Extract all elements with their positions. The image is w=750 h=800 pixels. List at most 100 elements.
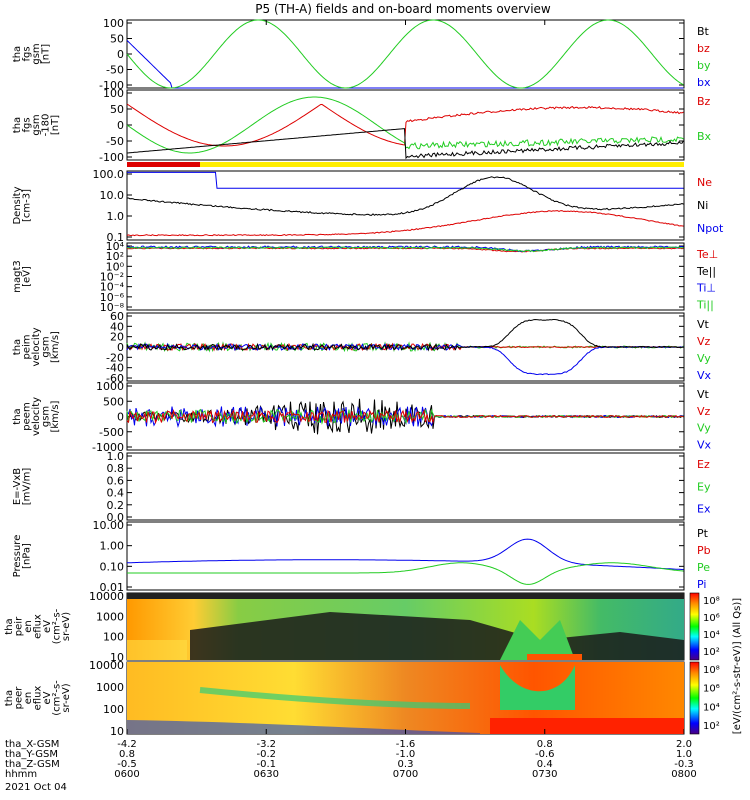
legend-bz: bz bbox=[697, 42, 710, 55]
panel-frame bbox=[126, 19, 685, 89]
y-axis-label: gsm bbox=[41, 406, 52, 427]
y-tick-label: 10.0 bbox=[100, 189, 125, 202]
y-axis-label: peim bbox=[22, 334, 33, 359]
spectrogram-electron bbox=[127, 662, 684, 734]
y-axis-label: (cm²-s- bbox=[52, 680, 63, 716]
legend-Bz: Bz bbox=[697, 95, 711, 108]
colorbar-tick-label: 10² bbox=[703, 647, 720, 658]
y-tick-label: 10⁻² bbox=[100, 271, 124, 284]
colorbar-scale-lower bbox=[689, 661, 700, 735]
y-axis-label: peer bbox=[14, 686, 25, 710]
y-tick-label: 1.00 bbox=[100, 540, 125, 553]
y-axis-label: E=-VxB bbox=[12, 468, 23, 505]
y-tick-label: 40 bbox=[110, 320, 124, 333]
legend-Bx: Bx bbox=[697, 130, 712, 143]
y-axis-label: [nPa] bbox=[22, 543, 33, 569]
colorbar-tick-label: 10⁴ bbox=[703, 702, 720, 713]
legend-Vz: Vz bbox=[697, 335, 711, 348]
mode-bar bbox=[127, 162, 684, 167]
y-axis-label: gsm bbox=[31, 114, 42, 135]
y-tick-label: 10.00 bbox=[93, 519, 125, 532]
trace-vy-e bbox=[126, 408, 684, 425]
y-tick-label: -20 bbox=[106, 351, 124, 364]
x-tick-label: 0730 bbox=[532, 769, 557, 780]
y-axis-label: tha bbox=[12, 46, 23, 62]
y-axis-label: [eV] bbox=[22, 266, 33, 287]
legend-Pi: Pi bbox=[697, 578, 706, 591]
y-axis-label: sr-eV) bbox=[61, 683, 72, 712]
y-tick-label: 0.6 bbox=[107, 474, 125, 487]
x-tick-label: 0800 bbox=[671, 769, 696, 780]
trace-ti-par bbox=[126, 246, 684, 253]
y-tick-label: 100 bbox=[103, 87, 124, 100]
panel-8: 10.00 1.00 0.10 0.01 Pressure[nPa] Pt Pb Pe Pi bbox=[12, 519, 711, 594]
trace-ne bbox=[126, 210, 684, 237]
y-axis-label: [km/s] bbox=[50, 331, 61, 363]
colorbar-tick-label: 10⁶ bbox=[703, 613, 720, 624]
colorbar-tick-label: 10⁶ bbox=[703, 684, 720, 695]
y-tick-label: 0.01 bbox=[100, 581, 125, 594]
legend-Pb: Pb bbox=[697, 544, 711, 557]
y-tick-label: 1.0 bbox=[107, 450, 125, 463]
legend-Vt: Vt bbox=[697, 318, 710, 331]
y-tick-label: 1000 bbox=[96, 610, 124, 623]
y-tick-label: 0 bbox=[117, 411, 124, 424]
panel-frame bbox=[126, 242, 685, 311]
y-tick-label: 100 bbox=[103, 703, 124, 716]
y-tick-label: 60 bbox=[110, 310, 124, 323]
x-tick-label: 0700 bbox=[393, 769, 418, 780]
panels: 100500-50-100thafgsgsm[nT]Btbzbybx100500… bbox=[4, 17, 724, 738]
y-axis-label: -180 bbox=[41, 114, 52, 137]
y-tick-label: 10⁻⁸ bbox=[100, 301, 125, 314]
x-tick-label: 0.8 bbox=[119, 749, 135, 760]
y-tick-label: -50 bbox=[106, 135, 124, 148]
legend-Bt: Bt bbox=[697, 25, 710, 38]
y-tick-label: -60 bbox=[106, 372, 124, 385]
y-axis-label: [nT] bbox=[41, 44, 52, 64]
legend-Pe: Pe bbox=[697, 561, 710, 574]
y-tick-label: 0.0 bbox=[107, 511, 125, 524]
y-axis-label: [cm-3] bbox=[22, 189, 33, 222]
legend-Vy: Vy bbox=[697, 352, 711, 365]
colorbar-scale-upper bbox=[689, 592, 700, 661]
y-tick-label: 20 bbox=[110, 331, 124, 344]
y-tick-label: 100 bbox=[103, 17, 124, 30]
trace-bx bbox=[126, 40, 684, 89]
x-tick-label: -0.1 bbox=[256, 759, 276, 770]
colorbar-tick-label: 10⁴ bbox=[703, 630, 720, 641]
y-axis-label: velocity bbox=[31, 327, 42, 366]
legend-Vx: Vx bbox=[697, 438, 712, 451]
y-tick-label: 1.0 bbox=[107, 210, 125, 223]
legend-by: by bbox=[697, 59, 711, 72]
x-tick-label: -1.6 bbox=[396, 739, 416, 750]
spectrogram-ion bbox=[127, 593, 684, 660]
panel-6: 1000 500 0 -500 -1000 thapeemvelocitygsm[km/s… bbox=[12, 380, 712, 454]
colorbar-tick-label: 10⁸ bbox=[703, 596, 720, 607]
trace-by bbox=[126, 19, 684, 89]
y-tick-label: 10⁻⁴ bbox=[100, 281, 125, 294]
y-tick-label: -1000 bbox=[92, 441, 124, 454]
y-tick-label: 50 bbox=[110, 103, 124, 116]
y-axis-label: tha bbox=[4, 618, 15, 634]
y-tick-label: 10⁴ bbox=[106, 240, 125, 253]
y-tick-label: 10 bbox=[110, 651, 124, 664]
trace-vt bbox=[126, 318, 684, 352]
trace-pi bbox=[127, 538, 684, 571]
y-tick-label: 100 bbox=[103, 631, 124, 644]
y-axis-label: Pressure bbox=[12, 535, 23, 578]
legend-Ti⊥: Ti⊥ bbox=[696, 282, 716, 295]
colorbar-label: [eV/(cm²-s-str-eV)] (All Qs)] bbox=[732, 598, 743, 734]
legend-Te||: Te|| bbox=[696, 265, 716, 278]
y-tick-label: -40 bbox=[106, 362, 124, 375]
x-row-label: tha_Y-GSM bbox=[5, 749, 58, 760]
panel-7: 1.00.80.60.40.20.0 E=-VxB[mV/m] Ez Ey Ex bbox=[12, 450, 711, 524]
y-tick-label: -100 bbox=[99, 151, 124, 164]
legend-Ez: Ez bbox=[697, 458, 710, 471]
y-axis-label: eV bbox=[42, 691, 53, 704]
legend-Te⊥: Te⊥ bbox=[696, 248, 718, 261]
x-tick-label: 0.8 bbox=[537, 739, 553, 750]
y-tick-label: 10 bbox=[110, 725, 124, 738]
